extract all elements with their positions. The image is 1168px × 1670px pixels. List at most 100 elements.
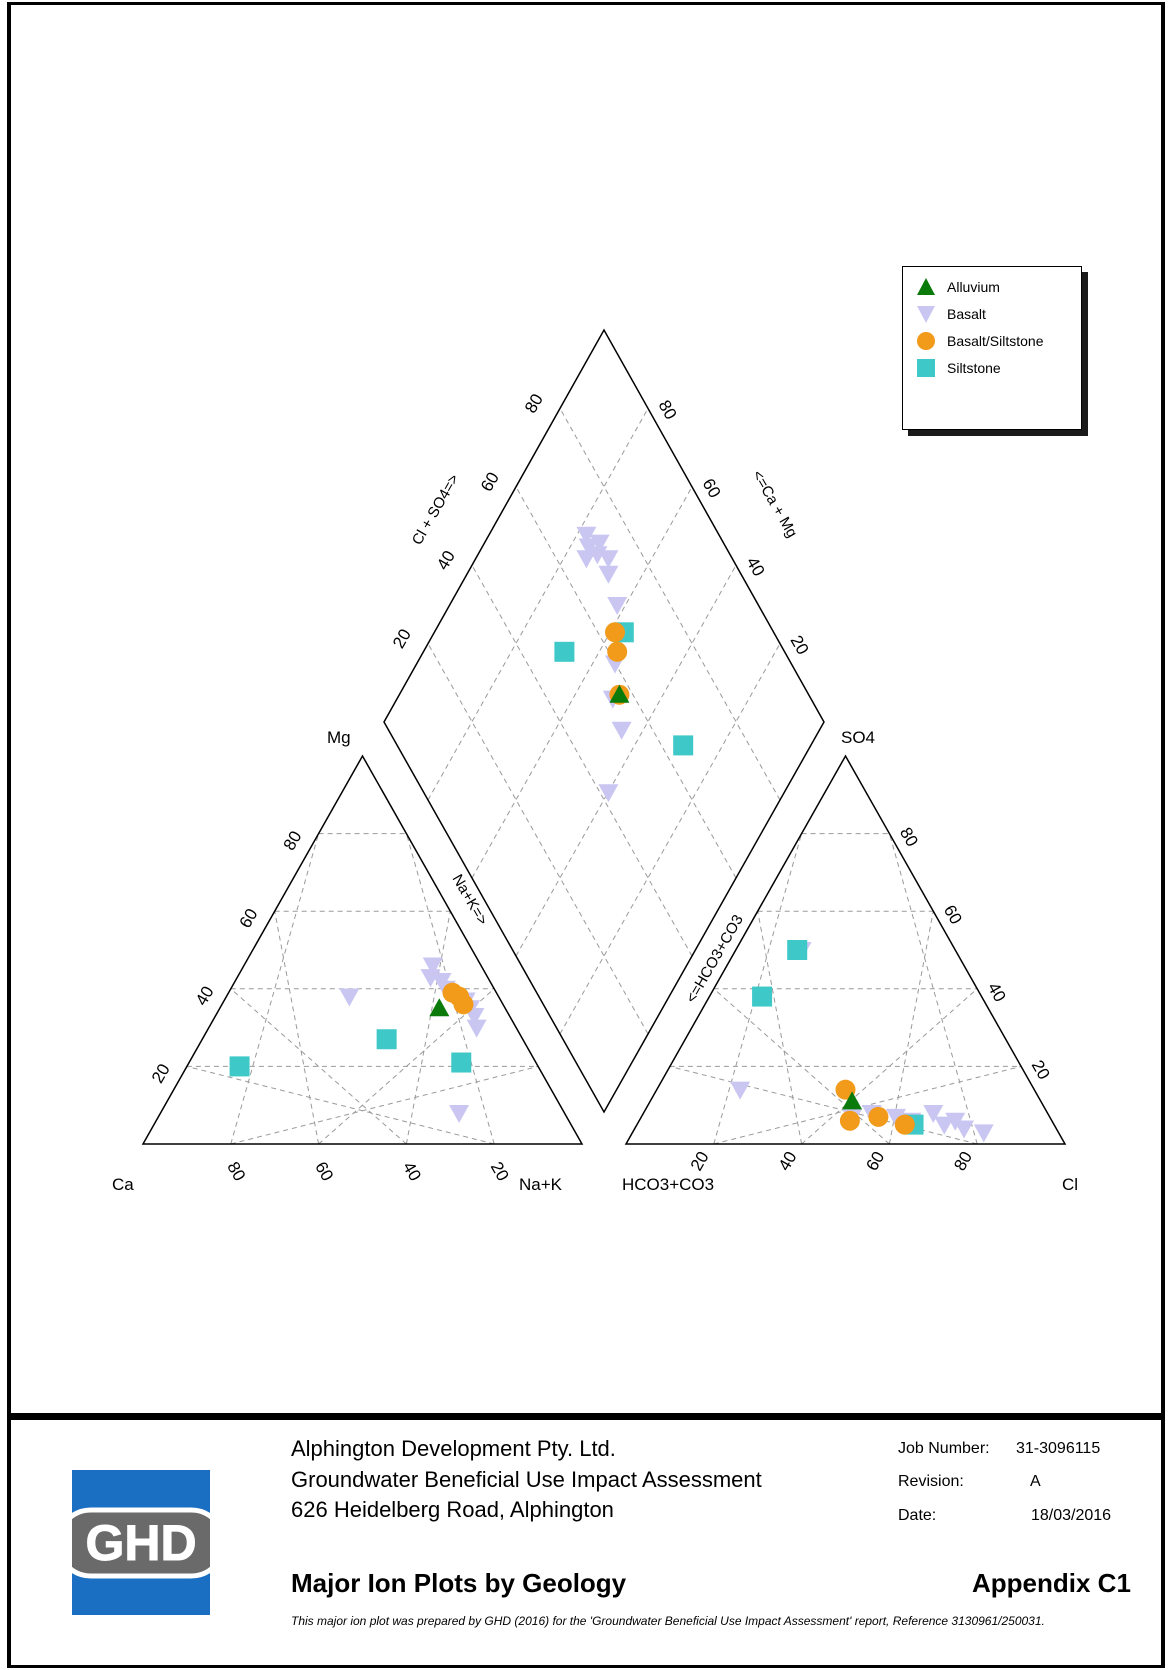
legend: Alluvium Basalt Basalt/Siltstone Siltstone — [902, 266, 1082, 430]
legend-item: Basalt/Siltstone — [915, 329, 1044, 353]
anion-tick-right: 40 — [984, 979, 1010, 1005]
cation-tick-left: 80 — [280, 828, 306, 854]
anion-point-alluvium — [842, 1091, 863, 1110]
logo-text: GHD — [85, 1515, 196, 1571]
anion-tick-bottom: 40 — [775, 1148, 801, 1174]
cation-point-siltstone — [451, 1052, 472, 1073]
legend-marker — [917, 306, 935, 323]
cation-tick-left: 20 — [148, 1061, 174, 1087]
grid-line — [427, 643, 649, 1035]
diamond-tick-left: 40 — [433, 547, 459, 573]
anion-tick-right: 60 — [940, 902, 966, 928]
grid-line — [713, 1065, 1022, 1145]
grid-line — [427, 408, 649, 801]
diamond-point-basalt — [607, 597, 628, 615]
appendix-label: Appendix C1 — [972, 1568, 1131, 1598]
date-value: 18/03/2016 — [1031, 1507, 1112, 1524]
legend-item: Alluvium — [915, 275, 1000, 299]
anion-point-basalt — [934, 1116, 955, 1135]
grid-line — [757, 911, 803, 1145]
diamond-point-basalt-siltstone — [607, 641, 628, 662]
anion-tick-bottom: 60 — [862, 1148, 888, 1174]
diamond-tick-right: 20 — [787, 632, 813, 658]
diamond-point-siltstone — [673, 735, 694, 756]
diamond-tick-left: 20 — [389, 626, 415, 652]
anion-point-basalt — [923, 1104, 944, 1123]
grid-line — [186, 1065, 495, 1145]
anion-triangle-outline — [624, 754, 1067, 1145]
anion-point-basalt-siltstone — [868, 1106, 889, 1127]
diamond-tick-right: 40 — [743, 554, 769, 580]
cation-tick-left: 40 — [192, 983, 218, 1009]
date-label: Date: — [898, 1507, 937, 1524]
diamond-outline — [383, 328, 825, 1114]
cation-point-basalt — [464, 1007, 485, 1026]
cation-tick-bottom: 60 — [311, 1159, 337, 1185]
grid-line — [888, 911, 934, 1145]
diamond-tick-right: 60 — [699, 475, 725, 501]
cation-point-basalt — [422, 957, 443, 976]
cation-point-basalt — [339, 988, 360, 1007]
job-number: 31-3096115 — [1016, 1440, 1101, 1457]
vertex-label-nak: Na+K — [519, 1175, 563, 1194]
cation-tick-bottom: 40 — [399, 1159, 425, 1185]
diamond-point-alluvium — [609, 684, 630, 703]
diamond-right-edge-label: <=Ca + Mg — [749, 468, 801, 541]
piper-diagram: 80 60 40 20 20 40 60 80 20 40 60 80 20 40 60 80 20 40 60 80… — [112, 328, 1078, 1194]
anion-point-siltstone — [787, 940, 808, 960]
logo-oval — [72, 1507, 210, 1579]
revision-value: A — [1030, 1473, 1041, 1490]
cation-tick-bottom: 20 — [487, 1159, 513, 1185]
diamond-point-basalt-siltstone — [605, 622, 625, 643]
cation-point-basalt — [466, 1019, 487, 1038]
diamond-tick-left: 60 — [477, 469, 503, 495]
legend-label: Basalt — [947, 306, 986, 322]
diamond-point-basalt — [611, 721, 632, 740]
legend-label: Basalt/Siltstone — [947, 333, 1044, 349]
diamond-point-basalt — [576, 526, 597, 545]
grid-line — [230, 1065, 539, 1145]
legend-marker — [917, 359, 935, 377]
cation-point-basalt — [449, 1104, 470, 1123]
cation-tick-left: 60 — [236, 905, 262, 931]
anion-edge-label: <=HCO3+CO3 — [683, 912, 747, 1006]
client-name: Alphington Development Pty. Ltd. — [291, 1436, 616, 1461]
diamond-point-basalt — [598, 784, 619, 803]
cation-point-siltstone — [376, 1029, 397, 1050]
anion-tick-bottom: 80 — [950, 1148, 976, 1174]
anion-point-siltstone — [752, 986, 773, 1007]
diamond-point-basalt — [598, 565, 619, 584]
project-name: Groundwater Beneficial Use Impact Assess… — [291, 1467, 762, 1492]
diamond-point-basalt — [576, 550, 597, 569]
ghd-logo: GHD — [72, 1470, 210, 1615]
revision-label: Revision: — [898, 1473, 964, 1490]
diamond-tick-left: 80 — [521, 391, 547, 417]
grid-line — [471, 486, 693, 879]
project-address: 626 Heidelberg Road, Alphington — [291, 1497, 614, 1522]
anion-point-basalt — [954, 1120, 975, 1139]
vertex-label-so4: SO4 — [841, 728, 875, 747]
legend-label: Siltstone — [947, 360, 1001, 376]
cation-triangle-outline — [141, 754, 584, 1145]
vertex-label-ca: Ca — [112, 1175, 134, 1194]
grid-line — [515, 486, 737, 879]
grid-line — [471, 564, 693, 957]
grid-line — [559, 408, 781, 801]
cation-tick-bottom: 80 — [223, 1159, 249, 1185]
grid-line — [318, 988, 495, 1145]
anion-point-basalt-siltstone — [839, 1110, 860, 1131]
legend-label: Alluvium — [947, 279, 1000, 295]
legend-item: Siltstone — [915, 356, 1001, 380]
cation-point-basalt — [420, 969, 441, 988]
footnote: This major ion plot was prepared by GHD … — [291, 1614, 1045, 1628]
anion-point-basalt — [730, 1081, 751, 1100]
grid-line — [559, 643, 781, 1035]
grid-line — [713, 988, 890, 1145]
anion-point-basalt — [885, 1108, 906, 1127]
grid-line — [405, 911, 451, 1145]
grid-line — [274, 911, 320, 1145]
cation-point-alluvium — [429, 998, 450, 1017]
anion-tick-bottom: 20 — [687, 1148, 713, 1174]
page-frame — [7, 2, 1165, 1668]
grid-line — [669, 1065, 978, 1145]
